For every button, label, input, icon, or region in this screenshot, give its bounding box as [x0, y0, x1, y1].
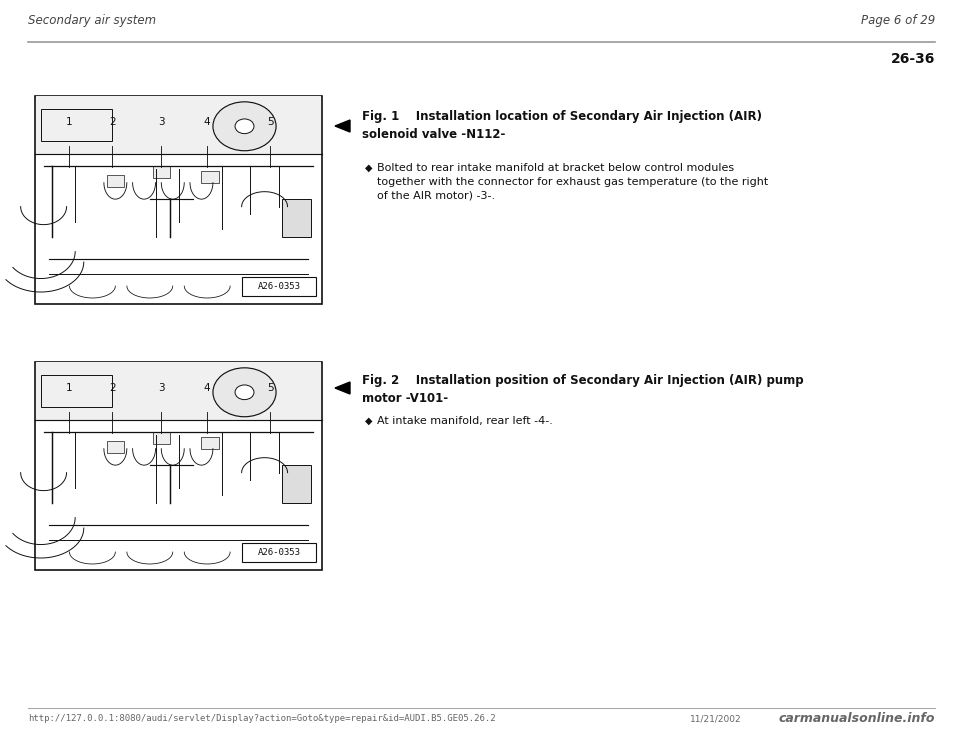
- Bar: [282, 465, 310, 502]
- Bar: [107, 441, 124, 453]
- Text: Bolted to rear intake manifold at bracket below control modules
together with th: Bolted to rear intake manifold at bracke…: [377, 163, 768, 200]
- Ellipse shape: [213, 102, 276, 151]
- Bar: [242, 277, 316, 295]
- Text: 3: 3: [158, 383, 164, 393]
- Text: A26-0353: A26-0353: [257, 548, 300, 556]
- Text: Fig. 1    Installation location of Secondary Air Injection (AIR)
solenoid valve : Fig. 1 Installation location of Secondar…: [362, 110, 762, 140]
- Text: A26-0353: A26-0353: [257, 282, 300, 291]
- Polygon shape: [335, 382, 350, 394]
- Bar: [202, 171, 219, 183]
- Bar: [282, 199, 310, 237]
- Bar: [36, 362, 321, 420]
- Bar: [242, 543, 316, 562]
- Text: Secondary air system: Secondary air system: [28, 14, 156, 27]
- Polygon shape: [335, 120, 350, 132]
- Bar: [202, 437, 219, 449]
- Text: ◆: ◆: [365, 163, 372, 173]
- Text: http://127.0.0.1:8080/audi/servlet/Display?action=Goto&type=repair&id=AUDI.B5.GE: http://127.0.0.1:8080/audi/servlet/Displ…: [28, 714, 495, 723]
- Bar: [40, 375, 112, 407]
- Bar: [35, 362, 322, 570]
- Text: 2: 2: [109, 117, 116, 127]
- Bar: [36, 96, 321, 154]
- Text: 26-36: 26-36: [891, 52, 935, 66]
- Ellipse shape: [235, 119, 254, 134]
- Text: 5: 5: [267, 383, 274, 393]
- Bar: [40, 109, 112, 141]
- Text: 5: 5: [267, 117, 274, 127]
- Bar: [153, 433, 170, 444]
- Text: At intake manifold, rear left -4-.: At intake manifold, rear left -4-.: [377, 416, 553, 426]
- Text: 3: 3: [158, 117, 164, 127]
- Bar: [35, 96, 322, 304]
- Text: 1: 1: [66, 383, 73, 393]
- Text: 2: 2: [109, 383, 116, 393]
- Text: 11/21/2002: 11/21/2002: [690, 714, 742, 723]
- Text: carmanualsonline.info: carmanualsonline.info: [779, 712, 935, 725]
- Text: Fig. 2    Installation position of Secondary Air Injection (AIR) pump
motor -V10: Fig. 2 Installation position of Secondar…: [362, 374, 804, 404]
- Text: Page 6 of 29: Page 6 of 29: [861, 14, 935, 27]
- Text: 1: 1: [66, 117, 73, 127]
- Bar: [107, 175, 124, 187]
- Ellipse shape: [235, 385, 254, 400]
- Text: 4: 4: [204, 117, 210, 127]
- Bar: [153, 166, 170, 178]
- Text: 4: 4: [204, 383, 210, 393]
- Ellipse shape: [213, 368, 276, 417]
- Text: ◆: ◆: [365, 416, 372, 426]
